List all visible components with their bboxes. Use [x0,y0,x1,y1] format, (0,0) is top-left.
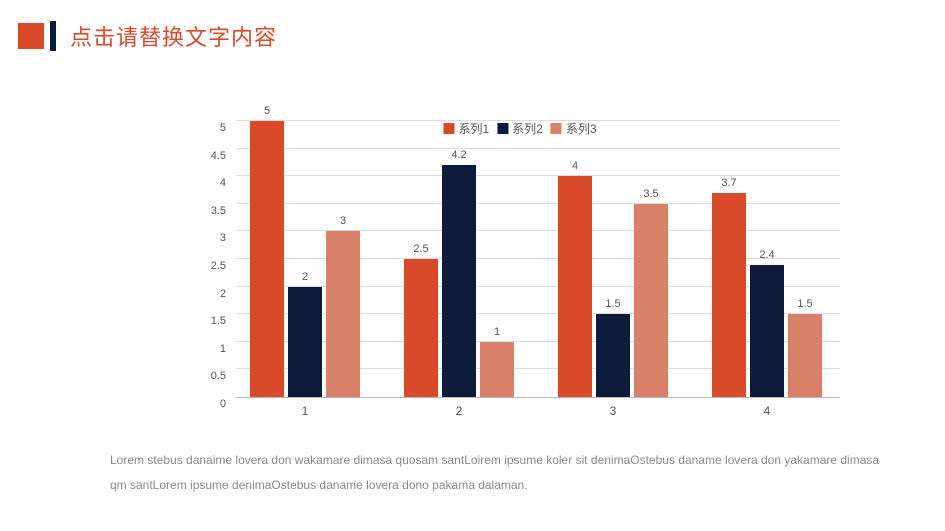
y-tick-label: 1.5 [211,315,226,327]
bar: 1 [480,342,514,397]
bar: 3.5 [634,204,668,397]
bar: 5 [250,121,284,397]
y-tick-label: 1 [220,343,226,355]
gridline [236,175,840,176]
bar-value-label: 1.5 [605,298,620,310]
y-tick-label: 2.5 [211,260,226,272]
y-tick-label: 5 [220,122,226,134]
y-tick-label: 4 [220,177,226,189]
bar-value-label: 1.5 [797,298,812,310]
bar-value-label: 3 [340,215,346,227]
bar-value-label: 2 [302,271,308,283]
y-tick-label: 0 [220,398,226,410]
slide-title: 点击请替换文字内容 [70,20,277,52]
bar: 1.5 [788,314,822,397]
y-axis: 00.511.522.533.544.55 [200,122,232,398]
y-tick-label: 3.5 [211,205,226,217]
y-tick-label: 4.5 [211,150,226,162]
accent-block-icon [18,23,44,49]
bar: 4.2 [442,165,476,397]
bar: 1.5 [596,314,630,397]
y-tick-label: 2 [220,288,226,300]
accent-bar-icon [50,21,56,51]
bar-value-label: 2.5 [413,243,428,255]
bar-value-label: 4.2 [451,149,466,161]
gridline [236,120,840,121]
x-tick-label: 2 [456,404,463,418]
x-axis: 1 2 3 4 [236,400,840,420]
gridline [236,148,840,149]
bar: 2 [288,287,322,397]
bar-value-label: 2.4 [759,249,774,261]
plot-area: 5232.54.2141.53.53.72.41.5 [236,122,840,398]
bar: 2.5 [404,259,438,397]
bar-value-label: 1 [494,326,500,338]
x-tick-label: 1 [302,404,309,418]
bar: 2.4 [750,265,784,397]
bar: 3 [326,231,360,397]
bar: 3.7 [712,193,746,397]
bar-value-label: 5 [264,105,270,117]
y-tick-label: 3 [220,232,226,244]
x-tick-label: 3 [610,404,617,418]
x-tick-label: 4 [764,404,771,418]
bar-chart: 系列1系列2系列3 00.511.522.533.544.55 5232.54.… [200,120,840,420]
slide-header: 点击请替换文字内容 [18,20,277,52]
y-tick-label: 0.5 [211,370,226,382]
bar: 4 [558,176,592,397]
caption-text: Lorem stebus danaime lovera don wakamare… [110,448,885,498]
bar-value-label: 3.5 [643,188,658,200]
gridline [236,203,840,204]
bar-value-label: 4 [572,160,578,172]
bar-value-label: 3.7 [721,177,736,189]
